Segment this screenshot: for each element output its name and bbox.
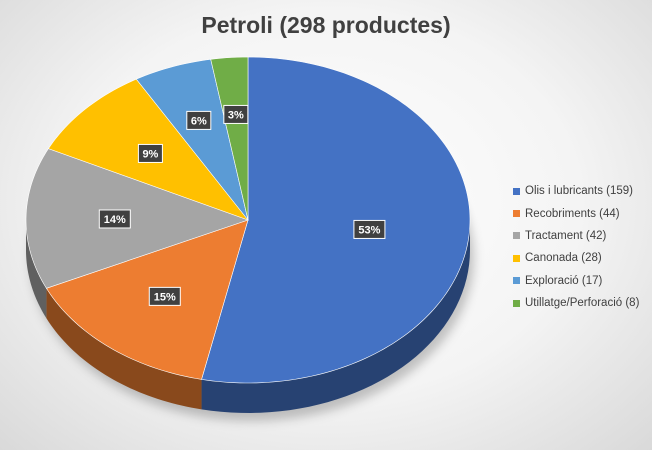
data-label-box-3 (137, 143, 163, 163)
data-label-1: 15% (154, 291, 176, 303)
data-label-box-5 (223, 104, 249, 124)
pie-side-1 (46, 288, 202, 410)
chart-title: Petroli (298 productes) (201, 12, 451, 38)
legend-swatch (513, 299, 520, 307)
data-label-0: 53% (358, 224, 380, 236)
legend-swatch (513, 210, 520, 218)
pie-slice-0 (201, 56, 471, 384)
legend-item: Exploració (17) (513, 270, 639, 292)
pie-slice-5 (210, 56, 249, 221)
legend-swatch (513, 232, 520, 240)
pie-side-0 (201, 220, 471, 413)
legend-label: Recobriments (44) (525, 207, 620, 220)
legend-item: Utillatge/Perforació (8) (513, 292, 639, 314)
legend-label: Exploració (17) (525, 274, 603, 287)
legend-item: Olis i lubricants (159) (513, 180, 639, 202)
legend-item: Canonada (28) (513, 247, 639, 269)
legend-swatch (513, 277, 520, 285)
data-label-box-1 (148, 286, 181, 306)
legend: Olis i lubricants (159) Recobriments (44)… (513, 180, 639, 314)
legend-label: Tractament (42) (525, 229, 607, 242)
legend-swatch (513, 187, 520, 195)
legend-label: Utillatge/Perforació (8) (525, 297, 640, 310)
legend-label: Olis i lubricants (159) (525, 185, 634, 198)
legend-item: Recobriments (44) (513, 202, 639, 224)
pie-slice-1 (45, 219, 249, 380)
data-label-box-0 (353, 219, 386, 239)
pie-slice-2 (25, 148, 249, 289)
data-label-2: 14% (104, 214, 126, 226)
legend-label: Canonada (28) (525, 252, 602, 265)
legend-swatch (513, 254, 520, 262)
data-label-box-4 (186, 110, 212, 130)
data-label-3: 9% (142, 148, 158, 160)
data-label-4: 6% (191, 115, 207, 127)
legend-item: Tractament (42) (513, 225, 639, 247)
data-label-5: 3% (228, 109, 244, 121)
data-label-box-2 (98, 209, 131, 229)
pie-slice-4 (135, 58, 249, 221)
